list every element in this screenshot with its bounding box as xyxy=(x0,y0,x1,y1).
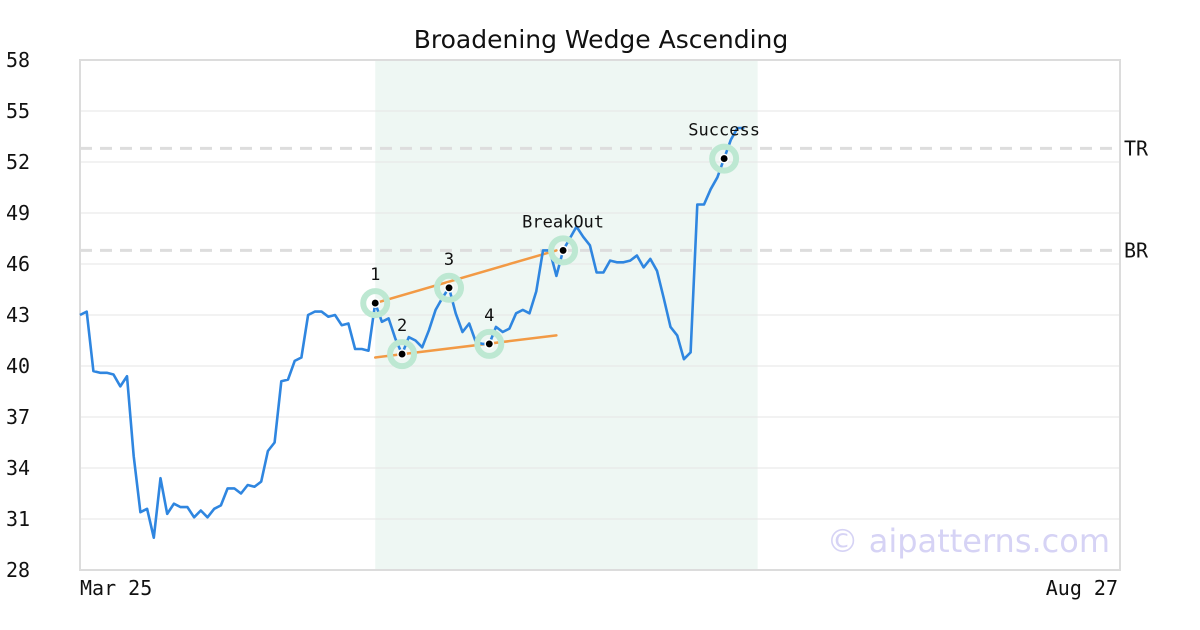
y-tick-label: 40 xyxy=(6,354,30,378)
y-tick-label: 46 xyxy=(6,252,30,276)
marker-halo-2 xyxy=(387,339,418,370)
marker-halo-3 xyxy=(434,272,465,303)
price-line xyxy=(79,126,745,540)
y-tick-label: 31 xyxy=(6,507,30,531)
price-series-layer xyxy=(79,126,745,540)
reference-label-br: BR xyxy=(1124,238,1149,262)
marker-label-3: 3 xyxy=(444,250,454,270)
markers-layer: 1 2 3 4 BreakOut Success xyxy=(360,121,760,370)
marker-halo-success xyxy=(709,143,740,174)
y-axis: 28 31 34 37 40 43 46 49 52 55 58 xyxy=(6,48,30,582)
marker-label-breakout: BreakOut xyxy=(522,212,604,232)
trend-line xyxy=(373,249,558,305)
watermark: © aipatterns.com xyxy=(827,522,1110,560)
marker-halo-1 xyxy=(360,288,391,319)
y-tick-label: 28 xyxy=(6,558,30,582)
marker-dot-3 xyxy=(444,282,454,293)
y-tick-label: 49 xyxy=(6,201,30,225)
x-tick-label: Aug 27 xyxy=(1046,576,1118,600)
y-tick-label: 37 xyxy=(6,405,30,429)
reference-label-tr: TR xyxy=(1124,136,1149,160)
reference-lines-layer: TR BR xyxy=(80,136,1149,262)
marker-label-2: 2 xyxy=(397,316,407,336)
y-tick-label: 52 xyxy=(6,150,30,174)
y-tick-label: 58 xyxy=(6,48,30,72)
marker-halo-breakout xyxy=(548,235,579,266)
x-tick-label: Mar 25 xyxy=(80,576,152,600)
chart-title: Broadening Wedge Ascending xyxy=(414,25,789,54)
y-tick-label: 34 xyxy=(6,456,30,480)
marker-label-1: 1 xyxy=(370,265,380,285)
grid-layer xyxy=(80,110,1120,520)
y-tick-label: 43 xyxy=(6,303,30,327)
marker-dot-success xyxy=(719,153,730,164)
marker-halo-4 xyxy=(474,328,505,359)
marker-label-success: Success xyxy=(688,121,760,141)
marker-dot-breakout xyxy=(558,245,569,256)
marker-dot-2 xyxy=(397,349,408,360)
marker-label-4: 4 xyxy=(484,306,494,326)
x-axis: Mar 25 Aug 27 xyxy=(80,576,1118,600)
marker-dot-4 xyxy=(484,338,495,349)
y-tick-label: 55 xyxy=(6,99,30,123)
marker-dot-1 xyxy=(370,298,381,309)
